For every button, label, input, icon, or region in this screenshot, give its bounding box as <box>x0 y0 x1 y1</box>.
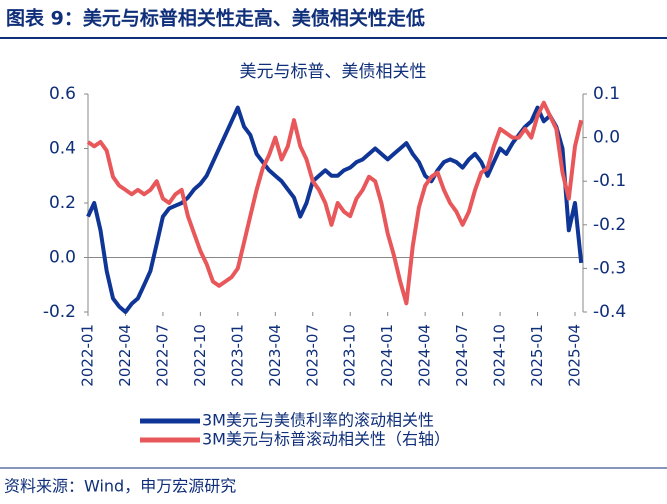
y2-tick-label: -0.4 <box>593 302 626 322</box>
chart-title: 美元与标普、美债相关性 <box>240 62 427 82</box>
x-tick-label: 2024-10 <box>491 324 509 387</box>
x-tick-label: 2024-07 <box>453 324 471 387</box>
x-tick-label: 2025-01 <box>528 324 546 387</box>
y-tick-label: 0.4 <box>49 139 76 159</box>
x-tick-label: 2022-04 <box>116 324 134 387</box>
legend-label: 3M美元与美债利率的滚动相关性 <box>202 411 434 430</box>
x-tick-label: 2023-04 <box>266 324 284 387</box>
series-line <box>86 100 584 306</box>
y2-tick-label: -0.3 <box>593 258 626 278</box>
y2-tick-label: -0.2 <box>593 215 626 235</box>
y2-tick-label: 0.1 <box>593 84 620 104</box>
y2-tick-label: 0.0 <box>593 128 620 148</box>
y-tick-label: 0.2 <box>49 193 76 213</box>
source: 资料来源：Wind，申万宏源研究 <box>4 477 236 496</box>
y-tick-label: 0.6 <box>49 84 76 104</box>
x-tick-label: 2022-07 <box>153 324 171 387</box>
y-tick-label: 0.0 <box>49 248 76 268</box>
x-tick-label: 2023-10 <box>341 324 359 387</box>
y-tick-label: -0.2 <box>43 302 76 322</box>
x-tick-label: 2023-01 <box>228 324 246 387</box>
x-tick-label: 2022-10 <box>191 324 209 387</box>
x-tick-label: 2024-01 <box>378 324 396 387</box>
x-tick-label: 2022-01 <box>79 324 97 387</box>
legend-label: 3M美元与标普滚动相关性（右轴） <box>202 430 450 449</box>
y2-tick-label: -0.1 <box>593 171 626 191</box>
x-tick-label: 2024-04 <box>416 324 434 387</box>
x-tick-label: 2023-07 <box>303 324 321 387</box>
x-tick-label: 2025-04 <box>566 324 584 387</box>
figure-title: 图表 9：美元与标普相关性走高、美债相关性走低 <box>6 7 425 30</box>
series-line <box>86 105 584 314</box>
